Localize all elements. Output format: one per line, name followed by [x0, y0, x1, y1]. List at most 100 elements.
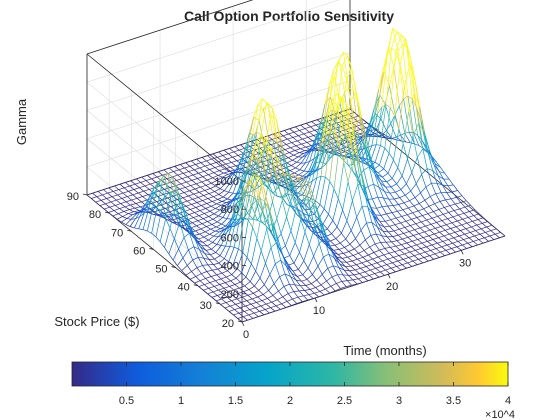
- surface-mesh-line: [367, 183, 374, 187]
- surface-mesh-line: [307, 255, 314, 269]
- surface-mesh-line: [151, 207, 158, 234]
- surface-mesh-line: [214, 258, 220, 264]
- surface-mesh-line: [132, 194, 138, 199]
- surface-mesh-line: [448, 178, 454, 186]
- surface-mesh-line: [417, 239, 423, 244]
- surface-mesh-line: [357, 256, 364, 260]
- surface-mesh-line: [213, 286, 219, 291]
- surface-mesh-line: [394, 222, 401, 226]
- surface-mesh-line: [196, 267, 202, 274]
- surface-mesh-line: [302, 183, 309, 196]
- surface-mesh-line: [91, 196, 97, 199]
- surface-mesh-line: [456, 197, 462, 203]
- surface-mesh-line: [357, 184, 363, 207]
- surface-mesh-line: [223, 208, 229, 211]
- surface-mesh-line: [217, 157, 222, 161]
- surface-mesh-line: [327, 268, 333, 278]
- surface-mesh-line: [363, 159, 369, 165]
- surface-mesh-line: [308, 294, 314, 299]
- surface-mesh-line: [336, 256, 342, 263]
- surface-mesh-line: [218, 235, 223, 238]
- surface-mesh-line: [441, 244, 448, 248]
- surface-mesh-line: [398, 202, 405, 205]
- surface-mesh-line: [397, 51, 404, 99]
- surface-mesh-line: [215, 204, 222, 209]
- surface-mesh-line: [248, 289, 254, 294]
- surface-mesh-line: [439, 171, 445, 174]
- surface-mesh-line: [317, 226, 323, 233]
- surface-mesh-line: [400, 220, 407, 224]
- surface-mesh-line: [201, 221, 208, 225]
- surface-mesh-line: [365, 239, 370, 248]
- surface-mesh-line: [396, 175, 403, 185]
- surface-mesh-line: [392, 178, 397, 185]
- surface-mesh-line: [432, 170, 439, 177]
- surface-mesh-line: [401, 34, 406, 39]
- surface-mesh-line: [158, 213, 165, 216]
- surface-mesh-line: [288, 262, 295, 266]
- surface-mesh-line: [429, 229, 435, 235]
- surface-mesh-line: [218, 210, 225, 217]
- surface-mesh-line: [128, 191, 134, 196]
- surface-mesh-line: [231, 268, 238, 275]
- surface-mesh-line: [353, 274, 359, 280]
- surface-mesh-line: [213, 194, 220, 198]
- surface-mesh-line: [230, 165, 236, 168]
- surface-mesh-line: [231, 298, 238, 302]
- surface-mesh-line: [200, 246, 206, 254]
- surface-mesh-line: [238, 218, 244, 225]
- surface-mesh-line: [298, 177, 304, 180]
- y-tick-mark: [82, 193, 88, 196]
- surface-mesh-line: [211, 244, 218, 250]
- surface-mesh-line: [211, 158, 217, 163]
- surface-mesh-line: [359, 157, 366, 165]
- surface-mesh-line: [363, 246, 370, 251]
- surface-mesh-line: [364, 271, 370, 276]
- surface-mesh-line: [324, 133, 330, 150]
- surface-mesh-line: [426, 244, 432, 248]
- surface-mesh-line: [158, 188, 165, 192]
- surface-mesh-line: [330, 76, 336, 97]
- surface-mesh-line: [342, 274, 349, 276]
- surface-mesh-line: [196, 225, 202, 230]
- surface-mesh-line: [181, 270, 187, 276]
- surface-mesh-line: [209, 167, 216, 170]
- surface-mesh-line: [390, 247, 395, 252]
- surface-mesh-line: [258, 284, 265, 291]
- surface-mesh-line: [485, 232, 490, 237]
- surface-mesh-line: [250, 174, 256, 181]
- surface-mesh-line: [474, 209, 480, 215]
- surface-mesh-line: [330, 283, 337, 287]
- surface-mesh-line: [293, 154, 299, 158]
- surface-mesh-line: [196, 157, 203, 160]
- surface-mesh-line: [253, 176, 260, 186]
- surface-mesh-line: [407, 158, 413, 173]
- surface-mesh-line: [284, 147, 291, 150]
- surface-mesh-line: [299, 152, 304, 154]
- surface-mesh-line: [134, 182, 141, 185]
- surface-mesh-line: [381, 235, 388, 238]
- y-tick-mark: [171, 266, 176, 268]
- surface-mesh-line: [224, 166, 231, 170]
- surface-mesh-line: [237, 316, 244, 319]
- surface-mesh-line: [134, 227, 139, 230]
- x-tick-label: 20: [386, 281, 398, 293]
- surface-mesh-line: [256, 98, 263, 133]
- surface-mesh-line: [162, 173, 169, 181]
- surface-mesh-line: [312, 202, 318, 211]
- surface-mesh-line: [96, 194, 103, 198]
- surface-mesh-line: [278, 286, 285, 292]
- surface-mesh-line: [406, 240, 413, 244]
- surface-mesh-line: [244, 311, 249, 316]
- surface-mesh-line: [369, 134, 374, 137]
- surface-mesh-line: [233, 218, 240, 248]
- surface-mesh-line: [446, 191, 453, 193]
- surface-mesh-line: [366, 222, 372, 224]
- surface-mesh-line: [194, 280, 201, 284]
- surface-mesh-line: [335, 256, 341, 265]
- surface-mesh-line: [490, 230, 496, 235]
- surface-mesh-line: [380, 242, 386, 249]
- surface-mesh-line: [309, 222, 315, 226]
- surface-mesh-line: [398, 255, 404, 260]
- surface-mesh-line: [359, 144, 366, 150]
